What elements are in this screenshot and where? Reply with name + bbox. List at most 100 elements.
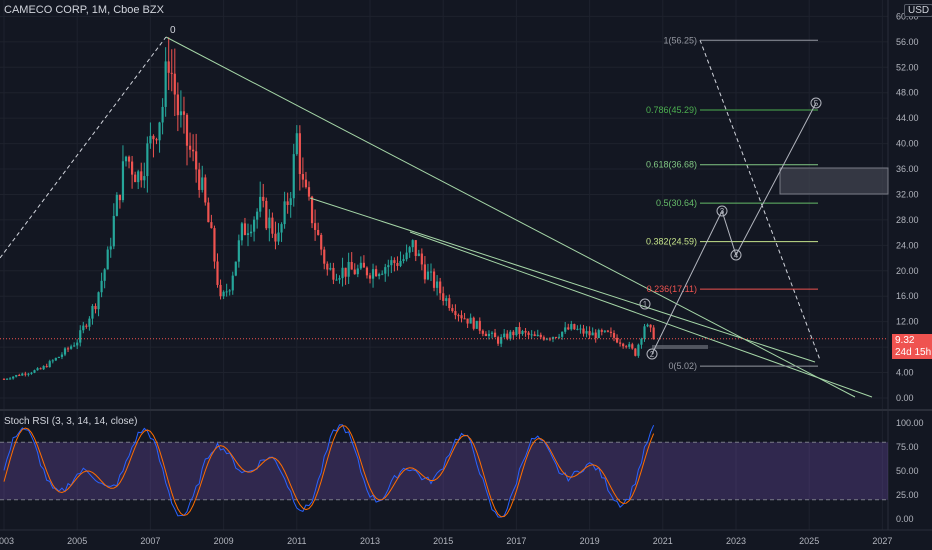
candle-body [188,145,192,150]
time-tick-label: 2009 [214,536,234,546]
candle-body [649,324,652,328]
candle-body [304,179,308,188]
candle-body [234,261,237,276]
candle-body [631,344,634,349]
candle-body [396,262,399,266]
fib-retracement-tool[interactable]: 1(56.25) 0.786(45.29) 0.618(36.68) 0.5(30.6… [646,35,818,371]
candle-body [176,94,179,116]
candle-body [33,370,36,373]
candle-body [149,135,152,144]
candle-body [359,262,362,269]
candle-body [481,330,484,334]
chart-title[interactable]: CAMECO CORP, 1M, Cboe BZX [4,4,164,16]
candle-body [225,291,228,293]
candle-body [500,337,503,344]
price-tick-label: 4.00 [896,368,914,378]
currency-label[interactable]: USD [904,4,932,17]
candle-body [207,202,210,223]
candle-body [283,201,286,225]
candle-body [497,337,500,344]
candle-body [558,336,561,338]
candle-body [457,315,460,317]
price-tick-label: 20.00 [896,266,919,276]
candle-body [97,292,100,310]
time-axis[interactable]: 2003 2005 2007 2009 2011 2013 2015 2017 2019 2021… [0,536,892,546]
small-range-box [652,345,708,349]
stoch-tick-label: 25.00 [896,490,919,500]
candle-body [371,269,375,279]
candle-body [341,267,344,279]
candle-body [429,271,433,273]
candle-body [436,281,439,288]
price-tick-label: 48.00 [896,88,919,98]
candle-body [82,325,85,331]
candle-body [173,73,176,95]
candle-body [73,345,76,347]
candle-body [195,151,198,170]
candle-body [63,348,67,355]
candle-body [185,114,189,146]
candle-body [271,217,274,234]
wave-path [651,102,817,355]
candle-body [335,279,338,281]
stoch-rsi-lines [3,424,655,518]
candle-body [48,361,51,368]
candle-body [600,330,603,332]
candle-body [378,274,381,277]
candle-body [198,169,201,190]
candle-body [442,293,445,301]
candle-body [42,366,45,370]
candle-body [640,338,643,345]
candle-body [564,327,567,332]
candle-body [21,373,24,376]
candle-body [637,344,640,356]
candle-body [277,232,280,242]
candle-body [167,61,170,73]
candle-body [533,334,536,337]
price-tick-label: 40.00 [896,139,919,149]
stoch-rsi-label[interactable]: Stoch RSI (3, 3, 14, 14, close) [4,416,138,427]
candle-body [2,378,6,380]
time-tick-label: 2005 [67,536,87,546]
candle-body [524,330,527,333]
candle-body [567,327,570,330]
candle-body [509,331,512,339]
candle-body [594,332,597,338]
candle-body [301,174,304,180]
candle-body [94,306,97,310]
candle-body [475,320,478,329]
candle-body [60,354,64,357]
elliott-wave-tool[interactable]: 0 1 2 3 4 5 [170,25,822,360]
candle-body [344,267,347,277]
time-tick-label: 2027 [872,536,892,546]
candle-body [323,249,326,264]
candle-body [240,223,243,241]
candle-body [253,219,256,232]
candle-body [411,240,414,248]
candle-body [506,333,509,339]
candle-body [432,271,436,288]
candle-body [112,215,115,247]
candle-body [414,240,417,256]
candle-body [9,378,12,380]
candle-body [249,231,253,234]
candle-body [643,326,646,339]
stoch-axis[interactable]: 100.00 75.00 50.00 25.00 0.00 [896,418,924,524]
time-tick-label: 2019 [580,536,600,546]
mid-downtrend-line [309,197,816,363]
price-tick-label: 16.00 [896,291,919,301]
candle-body [54,357,57,361]
candle-body [652,327,655,340]
time-tick-label: 2023 [726,536,746,546]
time-tick-label: 2025 [799,536,819,546]
candle-body [417,253,420,256]
candle-body [603,330,606,332]
candle-body [448,298,451,309]
candle-body [375,269,378,277]
candle-body [15,375,18,377]
fib-level-label: 0(5.02) [668,361,697,371]
candle-body [338,278,341,280]
candle-body [646,324,649,327]
candle-body [362,262,365,268]
